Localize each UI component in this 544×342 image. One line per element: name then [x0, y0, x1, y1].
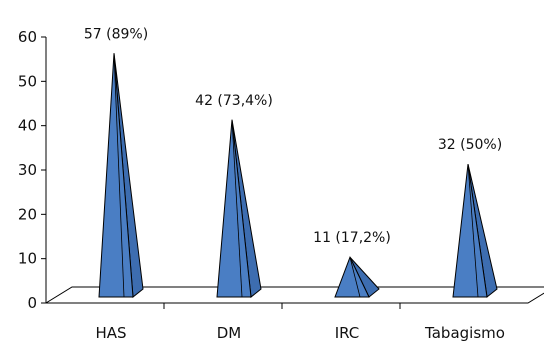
pyramid-front-face — [452, 164, 488, 298]
x-category-label: Tabagismo — [424, 324, 505, 342]
y-tick-label: 50 — [18, 72, 37, 90]
data-label: 11 (17,2%) — [313, 230, 391, 246]
x-category-label: IRC — [335, 324, 360, 342]
pyramid-ridge — [113, 53, 125, 298]
pyramid-layer — [98, 53, 498, 298]
y-tick-layer: 0 10 20 30 40 50 60 — [18, 28, 401, 312]
pyramid-front-face — [98, 53, 134, 298]
y-tick-label: 60 — [18, 28, 37, 46]
data-label: 42 (73,4%) — [195, 93, 273, 109]
pyramid-front-face — [334, 255, 370, 298]
y-tick-label: 10 — [18, 250, 37, 268]
x-category-label: DM — [217, 324, 242, 342]
data-label: 32 (50%) — [438, 137, 502, 153]
y-tick-label: 30 — [18, 161, 37, 179]
pyramid-irc — [334, 255, 380, 298]
x-category-label: HAS — [95, 324, 126, 342]
pyramid-has — [98, 53, 144, 298]
floor-plane — [44, 286, 544, 304]
pyramid-ridge — [349, 257, 361, 298]
label-layer: 57 (89%) HAS 42 (73,4%) DM 11 (17,2%) IRC 32 (… — [84, 26, 505, 342]
y-tick-label: 40 — [18, 117, 37, 135]
pyramid-front-face — [216, 119, 252, 298]
pyramid-tabagismo — [452, 164, 498, 298]
pyramid-ridge — [231, 119, 243, 298]
y-tick-label: 0 — [27, 294, 37, 312]
pyramid-dm — [216, 119, 262, 298]
pyramid-ridge — [467, 164, 479, 298]
y-tick-label: 20 — [18, 205, 37, 223]
data-label: 57 (89%) — [84, 26, 148, 42]
